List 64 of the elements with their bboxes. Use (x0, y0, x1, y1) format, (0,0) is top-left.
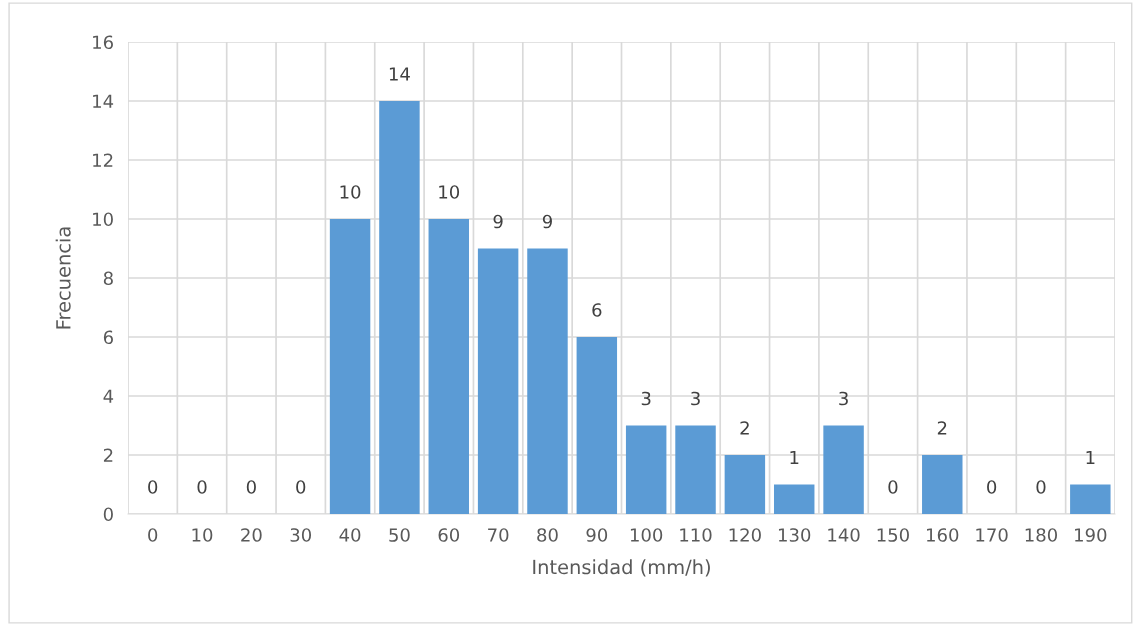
x-tick-label: 90 (586, 528, 608, 542)
data-label: 0 (987, 480, 997, 494)
x-tick-label: 140 (828, 528, 860, 542)
x-tick-label: 40 (339, 528, 361, 542)
bar (724, 455, 766, 514)
data-label: 0 (1036, 480, 1046, 494)
data-label: 2 (937, 421, 947, 435)
x-tick-label: 10 (192, 528, 213, 542)
x-tick-label: 160 (927, 528, 959, 542)
data-label: 0 (246, 480, 256, 494)
y-tick-label: 6 (103, 330, 113, 345)
data-label: 3 (691, 391, 700, 406)
data-label: 9 (493, 214, 503, 229)
x-tick-label: 130 (778, 528, 811, 542)
data-label: 14 (389, 67, 410, 81)
x-tick-label: 180 (1025, 528, 1058, 542)
y-axis-title: Frecuencia (55, 227, 71, 329)
y-tick-label: 12 (93, 153, 113, 167)
y-tick-label: 16 (93, 35, 113, 50)
y-tick-label: 2 (103, 448, 113, 462)
bar (922, 455, 963, 514)
data-label: 0 (296, 480, 306, 494)
x-tick-label: 100 (630, 528, 663, 542)
bar (576, 337, 618, 514)
bar (428, 219, 470, 514)
x-tick-label: 110 (680, 528, 712, 542)
bar (675, 425, 716, 514)
data-label: 10 (439, 185, 460, 199)
bar (379, 101, 420, 514)
data-label: 0 (197, 480, 207, 494)
data-label: 3 (641, 391, 651, 406)
x-axis-title: Intensidad (mm/h) (533, 559, 710, 577)
bar (625, 425, 667, 514)
data-label: 10 (340, 185, 361, 199)
data-label: 6 (592, 303, 602, 317)
y-tick-label: 0 (103, 507, 113, 522)
x-tick-label: 0 (148, 528, 158, 542)
bar (477, 248, 519, 514)
bar (773, 484, 815, 514)
data-label: 3 (839, 391, 848, 406)
x-tick-label: 60 (438, 528, 460, 542)
y-tick-label: 8 (103, 271, 113, 286)
bar (1070, 484, 1111, 514)
x-tick-label: 20 (241, 528, 262, 542)
data-label: 0 (148, 480, 158, 494)
bar (823, 425, 864, 514)
data-label: 1 (1086, 450, 1095, 465)
y-tick-label: 14 (93, 94, 114, 108)
x-tick-label: 150 (877, 528, 909, 542)
bar (329, 219, 371, 514)
x-tick-label: 190 (1075, 528, 1107, 542)
x-tick-label: 50 (389, 528, 410, 542)
x-tick-label: 170 (976, 528, 1008, 542)
x-tick-label: 30 (290, 528, 312, 542)
x-tick-label: 70 (488, 528, 509, 542)
bar (527, 248, 568, 514)
data-label: 2 (740, 421, 749, 435)
y-tick-label: 4 (103, 389, 114, 403)
data-label: 1 (790, 450, 799, 465)
y-tick-label: 10 (93, 212, 113, 227)
data-label: 9 (542, 214, 552, 229)
x-tick-label: 120 (729, 528, 761, 542)
data-label: 0 (888, 480, 898, 494)
x-tick-label: 80 (537, 528, 558, 542)
